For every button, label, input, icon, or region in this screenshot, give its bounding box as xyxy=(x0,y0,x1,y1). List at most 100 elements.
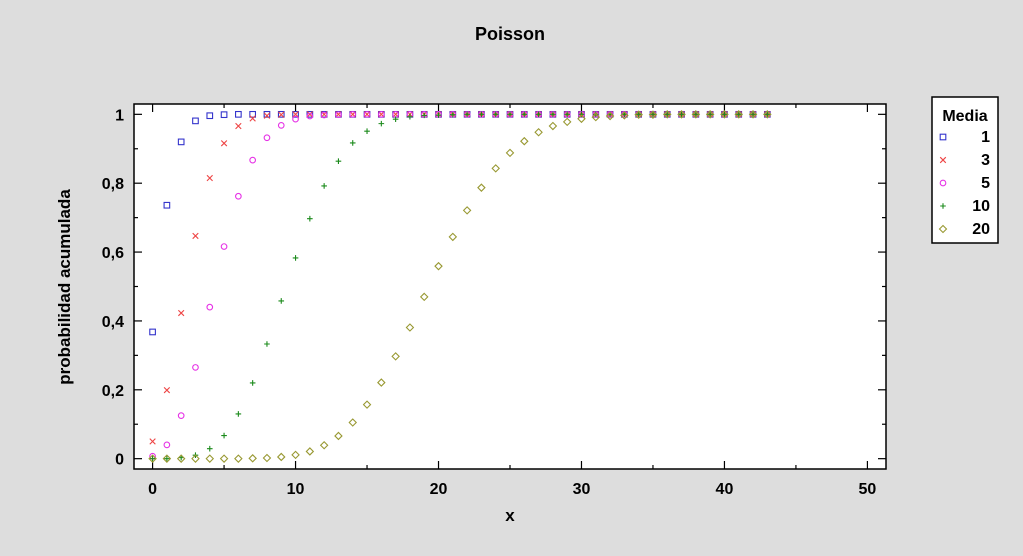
x-tick-label: 40 xyxy=(716,481,734,498)
point-media-1 xyxy=(263,110,271,118)
point-media-1 xyxy=(277,110,285,118)
point-media-20 xyxy=(605,111,615,121)
point-media-20 xyxy=(763,110,772,119)
y-tick-label: 0,4 xyxy=(102,314,124,331)
point-media-20 xyxy=(405,323,415,332)
point-media-20 xyxy=(219,454,229,463)
y-tick-label: 0,8 xyxy=(102,176,124,193)
point-media-10 xyxy=(707,111,713,118)
point-media-5 xyxy=(320,111,328,119)
point-media-10 xyxy=(221,432,227,439)
point-media-5 xyxy=(220,243,228,250)
point-media-20 xyxy=(162,454,172,463)
point-media-10 xyxy=(407,113,413,120)
point-media-10 xyxy=(478,111,485,118)
series-20 xyxy=(148,110,772,463)
point-media-20 xyxy=(434,261,443,271)
legend-label-5: 5 xyxy=(981,175,990,192)
point-media-1 xyxy=(177,138,185,146)
point-media-10 xyxy=(578,111,585,118)
y-tick-label: 0,2 xyxy=(102,383,124,400)
point-media-20 xyxy=(505,148,515,158)
point-media-20 xyxy=(319,440,329,450)
point-media-1 xyxy=(235,110,242,118)
point-media-5 xyxy=(349,110,357,118)
legend-label-10: 10 xyxy=(972,198,990,215)
point-media-10 xyxy=(235,411,242,417)
point-media-5 xyxy=(192,364,199,371)
x-axis-title: x xyxy=(505,506,515,525)
y-axis-title: probabilidad acumulada xyxy=(55,189,74,385)
point-media-20 xyxy=(620,111,629,120)
legend-label-3: 3 xyxy=(981,152,990,169)
point-media-5 xyxy=(377,110,385,118)
point-media-10 xyxy=(364,128,370,135)
chart-title: Poisson xyxy=(475,24,545,44)
point-media-20 xyxy=(362,400,372,409)
point-media-1 xyxy=(292,110,299,118)
point-media-20 xyxy=(691,110,701,119)
point-media-20 xyxy=(448,232,458,242)
point-media-1 xyxy=(249,110,257,118)
point-media-1 xyxy=(163,201,171,209)
point-media-10 xyxy=(307,215,313,222)
point-media-5 xyxy=(292,115,299,123)
point-media-3 xyxy=(220,140,228,147)
data-points xyxy=(148,110,772,463)
point-media-10 xyxy=(564,111,570,118)
point-media-10 xyxy=(664,111,671,118)
point-media-10 xyxy=(492,111,499,118)
point-media-20 xyxy=(477,183,486,192)
point-media-5 xyxy=(306,112,314,120)
point-media-3 xyxy=(163,386,171,394)
legend-marker-5 xyxy=(939,179,947,187)
point-media-20 xyxy=(234,454,243,463)
point-media-10 xyxy=(292,255,299,261)
point-media-5 xyxy=(235,192,242,200)
point-media-20 xyxy=(705,110,715,119)
point-media-10 xyxy=(149,455,156,462)
point-media-5 xyxy=(263,134,271,142)
point-media-10 xyxy=(249,380,256,386)
point-media-1 xyxy=(149,328,156,336)
x-tick-label: 30 xyxy=(573,481,591,498)
point-media-20 xyxy=(462,206,472,215)
legend-marker-10 xyxy=(940,203,946,209)
point-media-20 xyxy=(334,431,343,441)
legend-box xyxy=(931,96,999,244)
point-media-10 xyxy=(421,112,428,119)
point-media-5 xyxy=(177,412,185,419)
point-media-20 xyxy=(548,121,558,131)
point-media-20 xyxy=(634,110,643,119)
point-media-3 xyxy=(149,438,156,445)
point-media-20 xyxy=(648,110,658,119)
point-media-5 xyxy=(163,441,171,449)
point-media-20 xyxy=(377,378,386,387)
y-tick-label: 0 xyxy=(115,452,124,469)
point-media-3 xyxy=(192,232,199,240)
point-media-3 xyxy=(206,174,213,182)
point-media-10 xyxy=(721,111,728,118)
point-media-10 xyxy=(392,116,399,122)
point-media-20 xyxy=(748,110,758,119)
legend-label-1: 1 xyxy=(981,129,990,146)
point-media-20 xyxy=(305,447,315,456)
point-media-20 xyxy=(248,454,257,463)
point-media-20 xyxy=(191,454,200,463)
point-media-10 xyxy=(464,111,470,118)
point-media-10 xyxy=(521,111,528,118)
axes: 0 10 20 30 40 50 0 0,2 0,4 0,6 0,8 1 xyxy=(102,104,886,498)
legend-label-20: 20 xyxy=(972,221,990,238)
point-media-10 xyxy=(264,341,270,347)
legend-items: 1 3 5 10 20 xyxy=(938,129,990,238)
point-media-1 xyxy=(206,112,214,120)
x-tick-label: 0 xyxy=(148,481,157,498)
point-media-20 xyxy=(391,352,400,361)
point-media-10 xyxy=(378,120,385,127)
point-media-20 xyxy=(419,292,429,302)
point-media-10 xyxy=(750,111,756,118)
point-media-20 xyxy=(720,110,729,119)
point-media-20 xyxy=(348,418,358,427)
legend-marker-3 xyxy=(939,156,947,164)
